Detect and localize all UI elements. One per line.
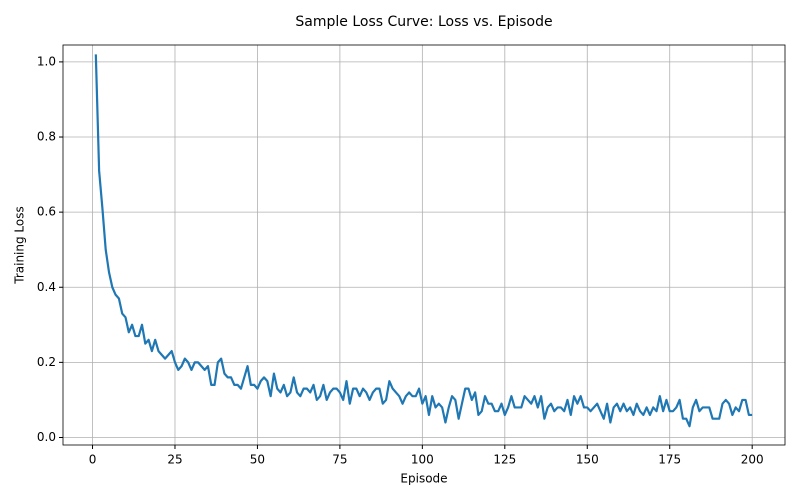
x-tick-label: 75: [332, 453, 347, 467]
x-tick-label: 150: [576, 453, 599, 467]
x-tick-label: 25: [167, 453, 182, 467]
loss-line: [94, 54, 753, 428]
x-tick-label: 100: [411, 453, 434, 467]
x-tick-label: 50: [250, 453, 265, 467]
y-tick-label: 0.0: [37, 430, 56, 444]
x-tick-label: 175: [658, 453, 681, 467]
y-tick-label: 1.0: [37, 54, 56, 68]
y-axis-label: Training Loss: [13, 206, 27, 284]
x-axis-label: Episode: [400, 472, 447, 486]
y-tick-label: 0.2: [37, 355, 56, 369]
plot-frame: [62, 44, 786, 446]
chart-title: Sample Loss Curve: Loss vs. Episode: [295, 14, 552, 30]
y-tick-label: 0.4: [37, 280, 56, 294]
y-tick-label: 0.8: [37, 130, 56, 144]
y-tick-label: 0.6: [37, 205, 56, 219]
x-tick-label: 0: [89, 453, 97, 467]
x-tick-label: 125: [493, 453, 516, 467]
x-tick-label: 200: [741, 453, 764, 467]
